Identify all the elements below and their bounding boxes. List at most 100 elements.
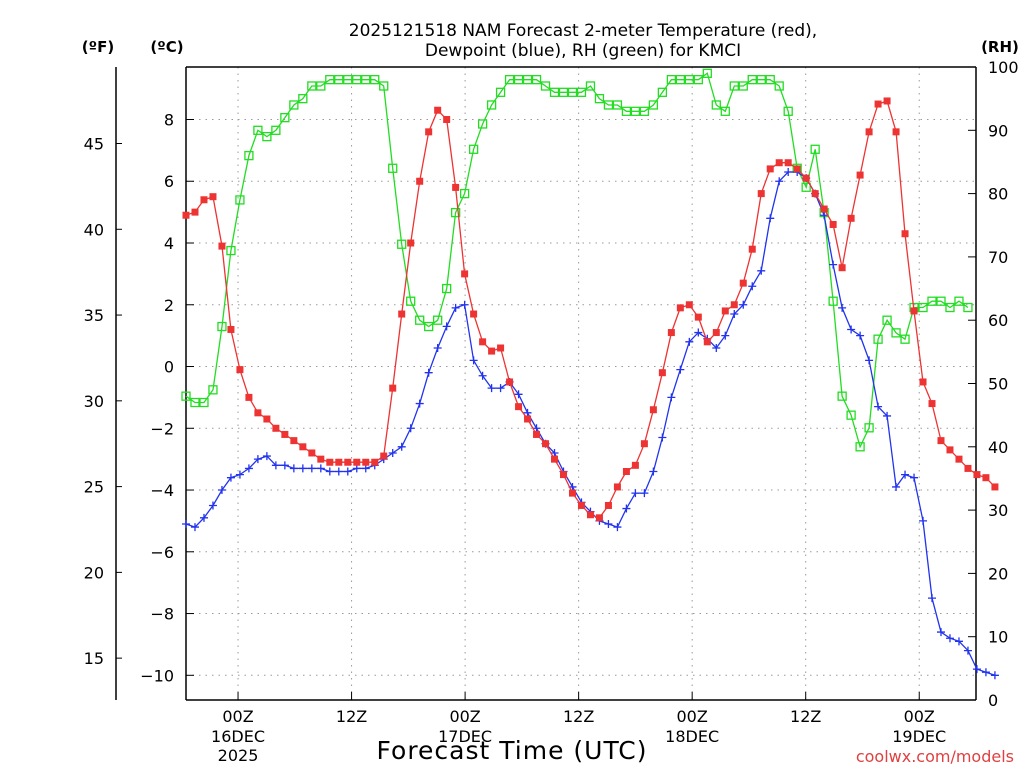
dewpoint-point [316, 464, 325, 473]
rh-point [945, 302, 955, 313]
rh-point [522, 75, 533, 85]
x-tick-label: 00Z [904, 707, 935, 726]
dewpoint-point [424, 368, 433, 377]
temperature-point [739, 279, 747, 287]
rh-point [298, 94, 308, 104]
rh-tick-label: 80 [988, 185, 1008, 204]
temperature-point [595, 514, 603, 522]
rh-point [882, 315, 892, 325]
temperature-point [856, 171, 864, 179]
f-tick-label: 40 [84, 220, 104, 239]
dewpoint-point [649, 467, 658, 476]
rh-point [675, 75, 685, 85]
c-tick-label: 6 [164, 172, 174, 191]
rh-point [415, 315, 425, 325]
dewpoint-point [883, 411, 892, 420]
rh-point [226, 245, 236, 256]
rh-point [262, 131, 272, 142]
rh-point [864, 423, 874, 433]
rh-point [900, 334, 910, 344]
dewpoint-point [829, 260, 838, 269]
dewpoint-point [757, 266, 766, 275]
rh-tick-label: 100 [988, 58, 1019, 77]
dewpoint-point [631, 489, 640, 498]
dewpoint-point [981, 668, 990, 677]
temperature-point [928, 400, 936, 408]
temperature-point [389, 384, 397, 392]
temperature-point [317, 455, 325, 463]
temperature-point [344, 458, 352, 466]
temperature-point [353, 458, 361, 466]
dewpoint-point [343, 467, 352, 476]
rh-point [873, 334, 883, 344]
rh-tick-label: 50 [988, 375, 1008, 394]
temperature-point [883, 97, 891, 105]
temperature-point [847, 214, 855, 222]
dewpoint-point [325, 467, 334, 476]
rh-point [810, 144, 820, 154]
celsius-axis-unit: (ºC) [150, 38, 183, 56]
dewpoint-point [307, 464, 316, 473]
temperature-point [263, 415, 271, 423]
rh-point [540, 81, 551, 91]
rh-point [594, 94, 605, 104]
c-tick-label: 0 [164, 358, 174, 377]
temperature-point [488, 347, 496, 355]
f-tick-label: 30 [84, 392, 104, 411]
rh-point [702, 68, 712, 78]
temperature-point [272, 424, 280, 432]
dewpoint-point [469, 356, 478, 365]
dewpoint-point [730, 310, 739, 319]
rh-point [621, 106, 632, 116]
temperature-point [676, 304, 684, 312]
rh-point [720, 106, 730, 116]
rh-point [370, 75, 380, 85]
temperature-point [658, 369, 666, 377]
temperature-point [524, 415, 532, 423]
temperature-point [362, 458, 370, 466]
dewpoint-point [262, 452, 271, 461]
temperature-point [667, 329, 675, 337]
dewpoint-point [451, 303, 460, 312]
c-tick-label: −2 [150, 419, 174, 438]
rh-point [936, 296, 946, 306]
dewpoint-point [442, 322, 451, 331]
temperature-point [200, 196, 208, 204]
dewpoint-point [892, 482, 901, 491]
dewpoint-point [397, 442, 406, 451]
dewpoint-point [334, 467, 343, 476]
rh-point [289, 100, 299, 110]
rh-point [468, 144, 479, 154]
temperature-point [874, 100, 882, 108]
f-tick-label: 45 [84, 135, 104, 154]
rh-point [612, 100, 623, 110]
temperature-point [712, 329, 720, 337]
dewpoint-point [622, 504, 631, 513]
rh-point [181, 391, 191, 401]
dewpoint-point [990, 671, 999, 680]
dewpoint-point [847, 325, 856, 334]
axes [115, 66, 977, 701]
temperature-point [479, 338, 487, 346]
c-tick-label: −4 [150, 481, 174, 500]
x-tick-date: 16DEC [211, 727, 265, 746]
dewpoint-point [936, 628, 945, 637]
rh-point [585, 81, 596, 91]
temperature-point [937, 437, 945, 445]
temperature-point [290, 437, 298, 445]
rh-tick-label: 40 [988, 438, 1008, 457]
rh-point [765, 75, 775, 85]
temperature-point [497, 344, 505, 352]
c-tick-label: −6 [150, 543, 174, 562]
temperature-point [829, 220, 837, 228]
temperature-point [721, 307, 729, 315]
rh-point [450, 207, 461, 218]
x-tick-year: 2025 [218, 746, 259, 765]
rh-point [325, 75, 335, 85]
temperature-point [380, 452, 388, 460]
rh-point [253, 125, 263, 135]
temperature-point [613, 483, 621, 491]
chart-title-line2: Dewpoint (blue), RH (green) for KMCI [425, 41, 741, 61]
temperature-point [191, 208, 199, 216]
rh-point [513, 75, 524, 85]
